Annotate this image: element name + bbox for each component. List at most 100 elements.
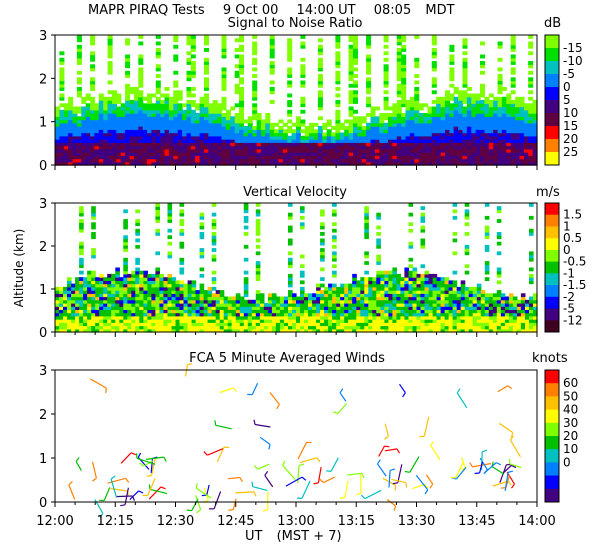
velocity-cell xyxy=(412,328,418,333)
snr-cell xyxy=(138,90,144,95)
velocity-cell xyxy=(484,319,490,323)
snr-cell xyxy=(173,80,179,85)
snr-cell xyxy=(142,155,148,160)
velocity-cell xyxy=(420,273,426,278)
snr-cell xyxy=(204,116,209,121)
velocity-cell xyxy=(388,322,393,327)
velocity-cell xyxy=(263,325,269,330)
snr-cell xyxy=(72,129,78,134)
wind-barb xyxy=(504,472,509,491)
velocity-cell xyxy=(163,319,168,323)
snr-cell xyxy=(247,139,253,143)
velocity-cell xyxy=(155,203,160,207)
velocity-cell xyxy=(87,312,92,317)
snr-cell xyxy=(247,155,253,160)
velocity-cell xyxy=(283,325,289,330)
snr-cell xyxy=(81,106,87,111)
velocity-cell xyxy=(484,232,490,236)
velocity-cell xyxy=(211,219,217,223)
snr-cell xyxy=(76,61,82,65)
velocity-cell xyxy=(135,244,140,249)
wind-barb-feather xyxy=(75,457,80,462)
velocity-cell xyxy=(432,293,438,298)
velocity-cell xyxy=(332,209,337,214)
snr-cell xyxy=(278,129,284,134)
snr-cell xyxy=(344,145,350,150)
velocity-cell xyxy=(139,328,144,333)
velocity-cell xyxy=(288,238,293,243)
velocity-cell xyxy=(436,312,442,317)
snr-cell xyxy=(256,113,262,117)
velocity-cell xyxy=(420,206,426,210)
velocity-cell xyxy=(179,296,185,301)
velocity-cell xyxy=(400,290,405,294)
wind-barb-feather xyxy=(450,476,456,479)
snr-cell xyxy=(112,126,117,130)
velocity-cell xyxy=(340,293,345,298)
velocity-cell xyxy=(304,322,309,327)
velocity-cell xyxy=(275,303,281,307)
snr-cell xyxy=(449,129,455,134)
velocity-cell xyxy=(332,235,337,240)
velocity-cell xyxy=(187,296,193,301)
snr-cell xyxy=(291,158,297,163)
snr-cell xyxy=(300,109,306,114)
velocity-cell xyxy=(203,328,209,333)
velocity-cell xyxy=(135,299,140,304)
snr-cell xyxy=(142,139,148,143)
snr-cell xyxy=(247,119,253,124)
snr-cell xyxy=(414,96,420,101)
snr-cell xyxy=(335,122,341,127)
velocity-cell xyxy=(179,257,185,262)
snr-cell xyxy=(94,148,100,153)
snr-cell xyxy=(322,148,328,153)
snr-cell xyxy=(409,103,415,108)
wind-barb xyxy=(282,464,296,480)
velocity-cell xyxy=(259,328,265,333)
snr-cell xyxy=(458,96,464,101)
snr-cell xyxy=(120,135,126,140)
snr-cell xyxy=(466,126,472,130)
velocity-cell xyxy=(424,328,430,333)
snr-cell xyxy=(234,113,240,117)
velocity-cell xyxy=(239,306,245,310)
velocity-cell xyxy=(324,303,329,307)
velocity-cell xyxy=(408,322,414,327)
velocity-cell xyxy=(529,299,534,304)
velocity-cell xyxy=(348,306,353,310)
snr-cell xyxy=(90,135,96,140)
velocity-cell xyxy=(187,286,193,291)
snr-cell xyxy=(335,70,341,75)
velocity-cell xyxy=(71,296,76,301)
snr-cell xyxy=(353,96,358,101)
velocity-cell xyxy=(67,325,72,330)
snr-cell xyxy=(335,87,341,91)
snr-cell xyxy=(436,148,442,153)
snr-cell xyxy=(138,152,144,156)
velocity-cell xyxy=(412,280,418,285)
snr-cell xyxy=(247,158,253,163)
velocity-cell xyxy=(364,296,369,301)
snr-cell xyxy=(195,161,201,166)
snr-cell xyxy=(195,113,201,117)
snr-cell xyxy=(85,158,91,163)
snr-cell xyxy=(247,129,253,134)
velocity-cell xyxy=(199,283,205,288)
snr-cell xyxy=(221,41,227,46)
colorbar-label: -5 xyxy=(563,302,575,316)
snr-cell xyxy=(335,158,341,163)
velocity-cell xyxy=(440,293,446,298)
velocity-cell xyxy=(107,280,112,285)
velocity-cell xyxy=(191,299,197,304)
snr-cell xyxy=(449,77,455,82)
snr-cell xyxy=(471,116,477,121)
velocity-cell xyxy=(364,312,369,317)
velocity-cell xyxy=(492,306,498,310)
velocity-cell xyxy=(127,303,132,307)
snr-cell xyxy=(436,155,442,160)
velocity-cell xyxy=(171,299,177,304)
wind-barb xyxy=(147,478,156,496)
velocity-cell xyxy=(376,328,381,333)
velocity-cell xyxy=(508,306,514,310)
velocity-cell xyxy=(364,290,369,294)
